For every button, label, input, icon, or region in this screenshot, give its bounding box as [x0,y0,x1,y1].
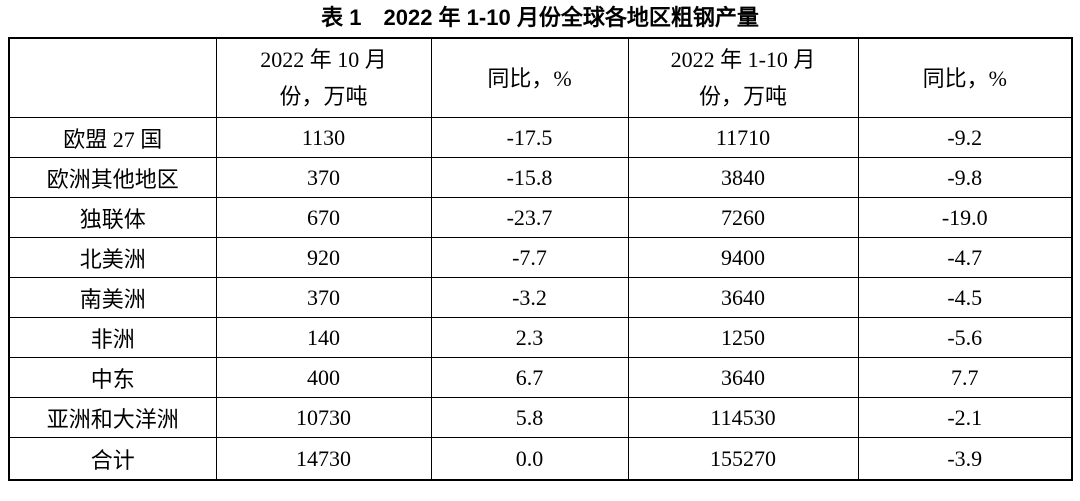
value-cell: 920 [215,237,432,278]
table-row-africa: 非洲 140 2.3 1250 -5.6 [8,317,1073,358]
region-cell: 亚洲和大洋洲 [8,397,217,438]
value-cell: -15.8 [430,157,629,198]
value-cell: 0.0 [430,437,629,481]
column-header-oct-yoy: 同比，% [430,37,629,118]
region-cell: 中东 [8,357,217,398]
column-header-janoct-yoy: 同比，% [857,37,1073,118]
value-cell: 370 [215,157,432,198]
value-cell: -5.6 [857,317,1073,358]
value-cell: -23.7 [430,197,629,238]
value-cell: 400 [215,357,432,398]
value-cell: 370 [215,277,432,318]
value-cell: 10730 [215,397,432,438]
table-row-total: 合计 14730 0.0 155270 -3.9 [8,437,1073,481]
value-cell: 155270 [627,437,859,481]
value-cell: 1130 [215,117,432,158]
value-cell: 5.8 [430,397,629,438]
value-cell: -4.5 [857,277,1073,318]
value-cell: -17.5 [430,117,629,158]
region-cell: 北美洲 [8,237,217,278]
value-cell: 11710 [627,117,859,158]
table-row-asia-oceania: 亚洲和大洋洲 10730 5.8 114530 -2.1 [8,397,1073,438]
column-header-region [8,37,217,118]
region-cell: 独联体 [8,197,217,238]
value-cell: 2.3 [430,317,629,358]
table-row-middle-east: 中东 400 6.7 3640 7.7 [8,357,1073,398]
table-row-south-america: 南美洲 370 -3.2 3640 -4.5 [8,277,1073,318]
header-row: 2022 年 10 月 份，万吨 同比，% 2022 年 1-10 月 份，万吨… [8,37,1073,118]
column-header-janoct-output: 2022 年 1-10 月 份，万吨 [627,37,859,118]
region-cell: 合计 [8,437,217,481]
value-cell: 9400 [627,237,859,278]
region-cell: 非洲 [8,317,217,358]
value-cell: 3840 [627,157,859,198]
region-cell: 南美洲 [8,277,217,318]
table-row-north-america: 北美洲 920 -7.7 9400 -4.7 [8,237,1073,278]
table-row-cis: 独联体 670 -23.7 7260 -19.0 [8,197,1073,238]
value-cell: 1250 [627,317,859,358]
column-header-oct-output: 2022 年 10 月 份，万吨 [215,37,432,118]
value-cell: -3.2 [430,277,629,318]
value-cell: -7.7 [430,237,629,278]
value-cell: 3640 [627,277,859,318]
value-cell: 6.7 [430,357,629,398]
value-cell: 670 [215,197,432,238]
value-cell: -4.7 [857,237,1073,278]
value-cell: 3640 [627,357,859,398]
value-cell: -19.0 [857,197,1073,238]
value-cell: 114530 [627,397,859,438]
value-cell: 7.7 [857,357,1073,398]
table-title: 表 1 2022 年 1-10 月份全球各地区粗钢产量 [321,5,759,30]
value-cell: -2.1 [857,397,1073,438]
table-row-eu27: 欧盟 27 国 1130 -17.5 11710 -9.2 [8,117,1073,158]
table-row-other-europe: 欧洲其他地区 370 -15.8 3840 -9.8 [8,157,1073,198]
region-cell: 欧盟 27 国 [8,117,217,158]
value-cell: 140 [215,317,432,358]
value-cell: -9.2 [857,117,1073,158]
steel-production-table: 2022 年 10 月 份，万吨 同比，% 2022 年 1-10 月 份，万吨… [8,37,1073,481]
value-cell: 14730 [215,437,432,481]
region-cell: 欧洲其他地区 [8,157,217,198]
value-cell: 7260 [627,197,859,238]
value-cell: -3.9 [857,437,1073,481]
value-cell: -9.8 [857,157,1073,198]
